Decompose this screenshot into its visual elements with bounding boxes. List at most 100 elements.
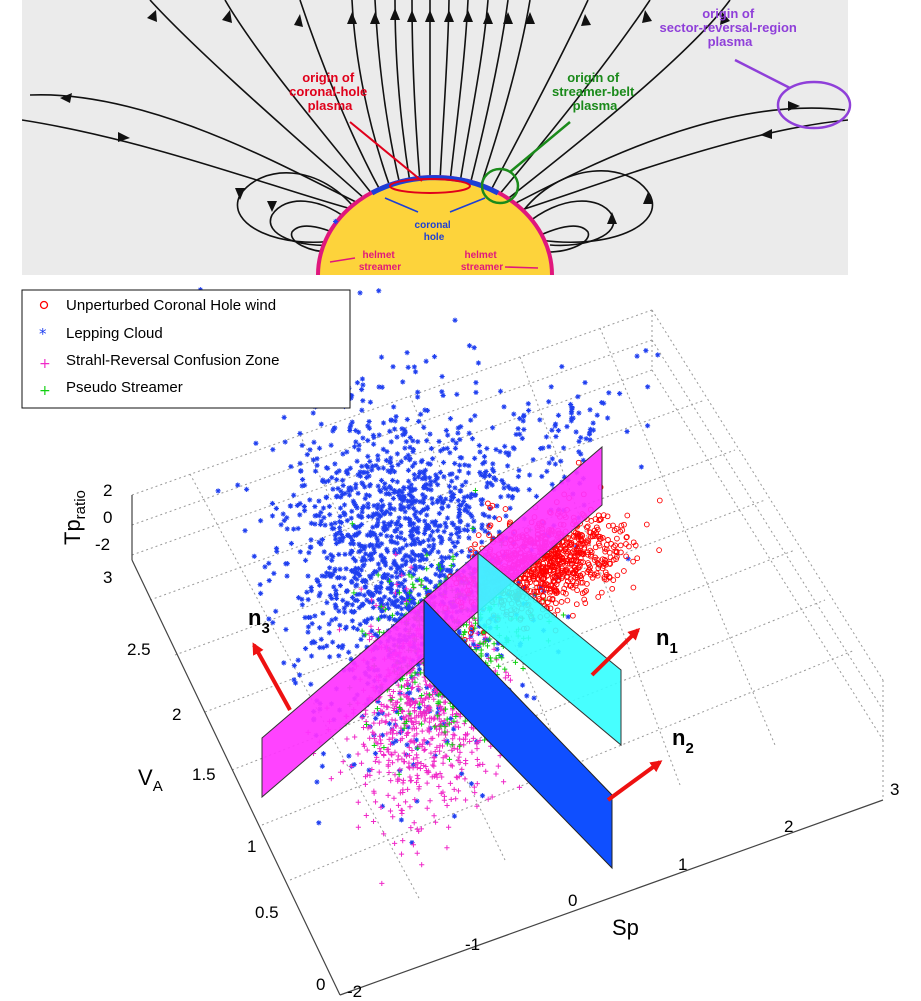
coronal-hole-wind-point [583, 524, 590, 531]
lepping-cloud-point [414, 798, 420, 804]
confusion-zone-point [394, 730, 400, 737]
lepping-cloud-point [380, 420, 387, 426]
lepping-cloud-point [340, 642, 346, 649]
confusion-zone-point [495, 763, 501, 769]
lepping-cloud-point [372, 631, 378, 637]
pseudo-streamer-point [462, 718, 468, 724]
lepping-cloud-point [357, 572, 363, 579]
coronal-hole-wind-point [623, 553, 629, 560]
confusion-zone-point [385, 749, 392, 755]
lepping-cloud-point [356, 565, 362, 572]
lepping-cloud-point [475, 360, 482, 366]
lepping-cloud-point [458, 502, 465, 508]
coronal-hole-wind-point [546, 595, 553, 602]
confusion-zone-point [390, 688, 397, 695]
coronal-hole-wind-point [606, 549, 613, 556]
confusion-zone-point [394, 581, 400, 587]
lepping-cloud-point [347, 465, 353, 471]
coronal-hole-wind-point [605, 523, 612, 529]
pseudo-streamer-point [488, 658, 494, 664]
lepping-cloud-point [360, 563, 366, 569]
lepping-cloud-point [361, 546, 367, 552]
lepping-cloud-point [419, 507, 426, 514]
confusion-zone-point [389, 760, 396, 766]
lepping-cloud-point [427, 533, 434, 539]
lepping-cloud-point [292, 680, 299, 686]
lepping-cloud-point [397, 487, 403, 494]
coronal-hole-wind-point [553, 590, 560, 597]
lepping-cloud-point [483, 468, 489, 475]
lepping-cloud-point [376, 288, 382, 294]
coronal-hole-wind-point [601, 560, 608, 567]
pseudo-streamer-point [411, 584, 417, 590]
lepping-cloud-point [369, 628, 375, 634]
lepping-cloud-point [369, 593, 375, 599]
confusion-zone-point [436, 726, 443, 732]
lepping-cloud-point [561, 445, 567, 451]
lepping-cloud-point [388, 539, 394, 545]
coronal-hole-wind-point [487, 522, 494, 529]
lepping-cloud-point [655, 352, 661, 358]
lepping-cloud-point [449, 471, 455, 477]
lepping-cloud-point [336, 539, 342, 545]
lepping-cloud-point [356, 429, 362, 435]
lepping-cloud-point [410, 537, 416, 543]
lepping-cloud-point [399, 600, 405, 606]
lepping-cloud-point [369, 463, 376, 469]
lepping-cloud-point [364, 474, 370, 481]
confusion-zone-point [409, 726, 415, 732]
lepping-cloud-point [344, 449, 350, 455]
lepping-cloud-point [337, 582, 343, 589]
lepping-cloud-point [480, 461, 486, 467]
confusion-zone-point [379, 708, 385, 715]
lepping-cloud-point [356, 447, 362, 453]
coronal-hole-wind-point [587, 564, 593, 571]
confusion-zone-point [449, 712, 456, 718]
lepping-cloud-point [308, 588, 314, 594]
pseudo-streamer-point [419, 578, 425, 584]
lepping-cloud-point [377, 487, 383, 493]
lepping-cloud-point [419, 457, 425, 464]
lepping-cloud-point [338, 531, 344, 538]
lepping-cloud-point [486, 472, 493, 479]
lepping-cloud-point [409, 463, 416, 469]
confusion-zone-point [355, 751, 361, 757]
lepping-cloud-point [362, 543, 368, 549]
lepping-cloud-point [493, 446, 499, 453]
confusion-zone-point [455, 724, 462, 730]
lepping-cloud-point [362, 495, 368, 502]
coronal-hole-wind-point [575, 459, 582, 466]
lepping-cloud-point [291, 677, 297, 683]
lepping-cloud-point [451, 813, 458, 819]
lepping-cloud-point [531, 695, 537, 701]
pseudo-streamer-point [487, 636, 493, 642]
coronal-hole-wind-point [559, 554, 566, 561]
lepping-cloud-point [324, 555, 330, 561]
lepping-cloud-point [387, 459, 393, 466]
pseudo-streamer-point [446, 756, 453, 763]
confusion-zone-point [457, 749, 463, 755]
lepping-cloud-point [262, 564, 268, 570]
lepping-cloud-point [526, 487, 532, 493]
lepping-cloud-point [389, 599, 396, 605]
lepping-cloud-point [381, 555, 388, 561]
confusion-zone-point [427, 798, 433, 804]
lepping-cloud-point [439, 558, 446, 564]
coronal-hole-wind-point [583, 587, 589, 594]
lepping-cloud-point [361, 592, 367, 598]
streamer-belt-origin-label: origin of streamer-belt plasma [552, 70, 638, 113]
lepping-cloud-point [568, 418, 574, 424]
lepping-cloud-point [448, 493, 455, 500]
lepping-cloud-point [351, 608, 358, 615]
confusion-zone-point [397, 688, 403, 695]
lepping-cloud-point [295, 525, 301, 532]
lepping-cloud-point [394, 709, 400, 715]
lepping-cloud-point [340, 451, 346, 457]
lepping-cloud-point [370, 524, 376, 530]
lepping-cloud-point [406, 478, 412, 484]
lepping-cloud-point [454, 530, 460, 536]
coronal-hole-wind-point [536, 596, 542, 602]
lepping-cloud-point [399, 489, 405, 495]
confusion-zone-point [381, 751, 387, 758]
lepping-cloud-point [381, 520, 387, 526]
